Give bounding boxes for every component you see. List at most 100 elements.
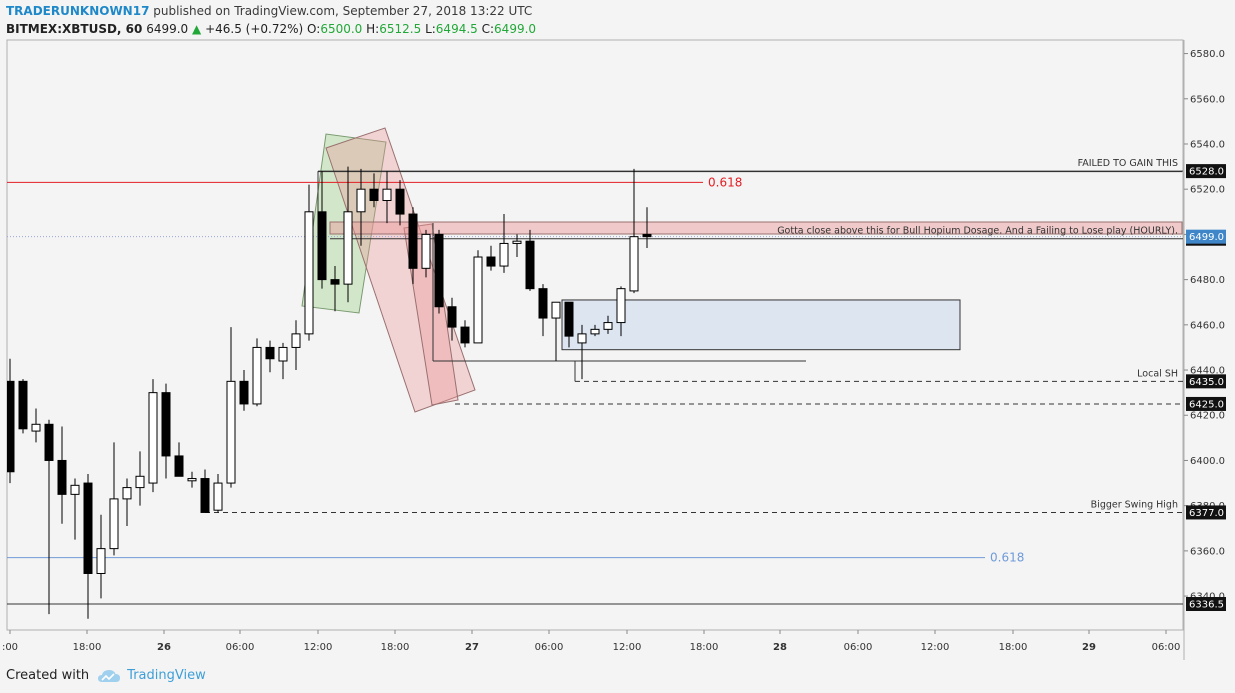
candle-bear: [330, 279, 340, 285]
candle-bull: [499, 242, 509, 267]
candle-bull: [603, 322, 613, 330]
candle-bear: [18, 380, 28, 430]
y-tick-label: 6580.0: [1190, 49, 1225, 60]
x-tick-label: 12:00: [304, 642, 333, 653]
candle-bull: [590, 328, 600, 335]
candle-bear: [200, 478, 210, 513]
x-tick-label: 26: [157, 642, 171, 653]
candle-bull: [109, 498, 119, 550]
plot-layer: 0.79: [7, 40, 1183, 619]
candle-bear: [434, 233, 444, 308]
x-tick-label: 18:00: [690, 642, 719, 653]
demand-box: [561, 299, 961, 351]
candle-bull: [70, 484, 80, 495]
published-text: published on TradingView.com, September …: [153, 4, 533, 18]
x-tick-label: 12:00: [613, 642, 642, 653]
candle-bear: [239, 380, 249, 405]
candle-bear: [525, 240, 535, 290]
candle-bull: [551, 301, 561, 319]
candle-bull: [122, 487, 132, 500]
high-value: 6512.5: [379, 22, 422, 36]
y-tick-label: 6440.0: [1190, 366, 1225, 377]
level-label: FAILED TO GAIN THIS: [1078, 158, 1178, 169]
price-change: +46.5 (+0.72%): [205, 22, 304, 36]
candle-bull: [473, 256, 483, 344]
low-value: 6494.5: [435, 22, 478, 36]
fib-618-blue-label: 0.618: [990, 551, 1024, 565]
candle-bear: [642, 233, 652, 238]
candle-bear: [369, 188, 379, 201]
x-tick-label: 18:00: [381, 642, 410, 653]
x-tick-label: 06:00: [226, 642, 255, 653]
x-tick-label: :00: [2, 642, 18, 653]
candle-bear: [44, 423, 54, 461]
author-name[interactable]: TRADERUNKNOWN17: [6, 4, 150, 18]
high-label: H:: [366, 22, 380, 36]
x-tick-label: 18:00: [999, 642, 1028, 653]
candle-bear: [460, 326, 470, 344]
level-tag-label: 6377.0: [1189, 508, 1224, 519]
last-price: 6499.0: [146, 22, 189, 36]
candle-bull: [304, 211, 314, 335]
x-tick-label: 06:00: [535, 642, 564, 653]
level-label: Bigger Swing High: [1091, 499, 1178, 510]
y-tick-label: 6560.0: [1190, 94, 1225, 105]
publish-info: TRADERUNKNOWN17 published on TradingView…: [6, 4, 532, 18]
candle-bear: [83, 482, 93, 574]
x-tick-label: 06:00: [1152, 642, 1181, 653]
open-value: 6500.0: [320, 22, 363, 36]
level-tag: [1186, 505, 1226, 520]
symbol-label: BITMEX:XBTUSD, 60: [6, 22, 143, 36]
level-tag-label: 6425.0: [1189, 399, 1224, 410]
level-tag: [1186, 164, 1226, 179]
candle-bear: [395, 188, 405, 215]
candle-bear: [174, 455, 184, 477]
candle-bear: [7, 380, 15, 473]
tradingview-brand-link[interactable]: TradingView: [127, 668, 206, 683]
tradingview-cloud-icon: [98, 669, 121, 682]
level-label: Gotta close above this for Bull Hopium D…: [777, 226, 1178, 237]
candle-bull: [252, 346, 262, 405]
candle-bear: [317, 211, 327, 281]
candle-bear: [408, 213, 418, 269]
price-chart[interactable]: 0.796340.06360.06380.06400.06420.06440.0…: [0, 0, 1235, 660]
candle-bull: [382, 188, 392, 201]
symbol-legend: BITMEX:XBTUSD, 60 6499.0 ▲ +46.5 (+0.72%…: [6, 22, 536, 36]
close-value: 6499.0: [494, 22, 537, 36]
x-tick-label: 06:00: [844, 642, 873, 653]
created-with-text: Created with: [6, 668, 90, 683]
candle-bull: [213, 482, 223, 511]
candle-bear: [447, 306, 457, 328]
candle-bull: [96, 548, 106, 574]
x-tick-label: 28: [773, 642, 787, 653]
level-tag-label: 6336.5: [1189, 600, 1224, 611]
candle-bull: [226, 380, 236, 484]
level-tag-label: 6528.0: [1189, 167, 1224, 178]
candle-bull: [148, 392, 158, 484]
candle-bull: [291, 333, 301, 348]
y-tick-label: 6400.0: [1190, 456, 1225, 467]
candle-bull: [135, 475, 145, 489]
fib-618-red-label: 0.618: [708, 175, 742, 189]
candle-bull: [577, 333, 587, 344]
candle-bear: [161, 392, 171, 457]
candle-bear: [57, 459, 67, 495]
y-tick-label: 6540.0: [1190, 139, 1225, 150]
x-tick-label: 29: [1082, 642, 1096, 653]
close-label: C:: [481, 22, 495, 36]
x-tick-label: 18:00: [73, 642, 102, 653]
candle-bull: [356, 188, 366, 213]
resistance-band: [329, 221, 1183, 235]
y-tick-label: 6520.0: [1190, 185, 1225, 196]
y-tick-label: 6480.0: [1190, 275, 1225, 286]
y-tick-label: 6460.0: [1190, 320, 1225, 331]
candle-bull: [31, 423, 41, 432]
candle-bull: [187, 478, 197, 482]
footer: Created with TradingView: [6, 668, 206, 683]
candle-bull: [616, 288, 626, 324]
candle-bear: [564, 301, 574, 337]
low-label: L:: [425, 22, 436, 36]
level-tag: [1186, 396, 1226, 411]
last-price-tag: [1186, 229, 1226, 244]
y-tick-label: 6420.0: [1190, 411, 1225, 422]
